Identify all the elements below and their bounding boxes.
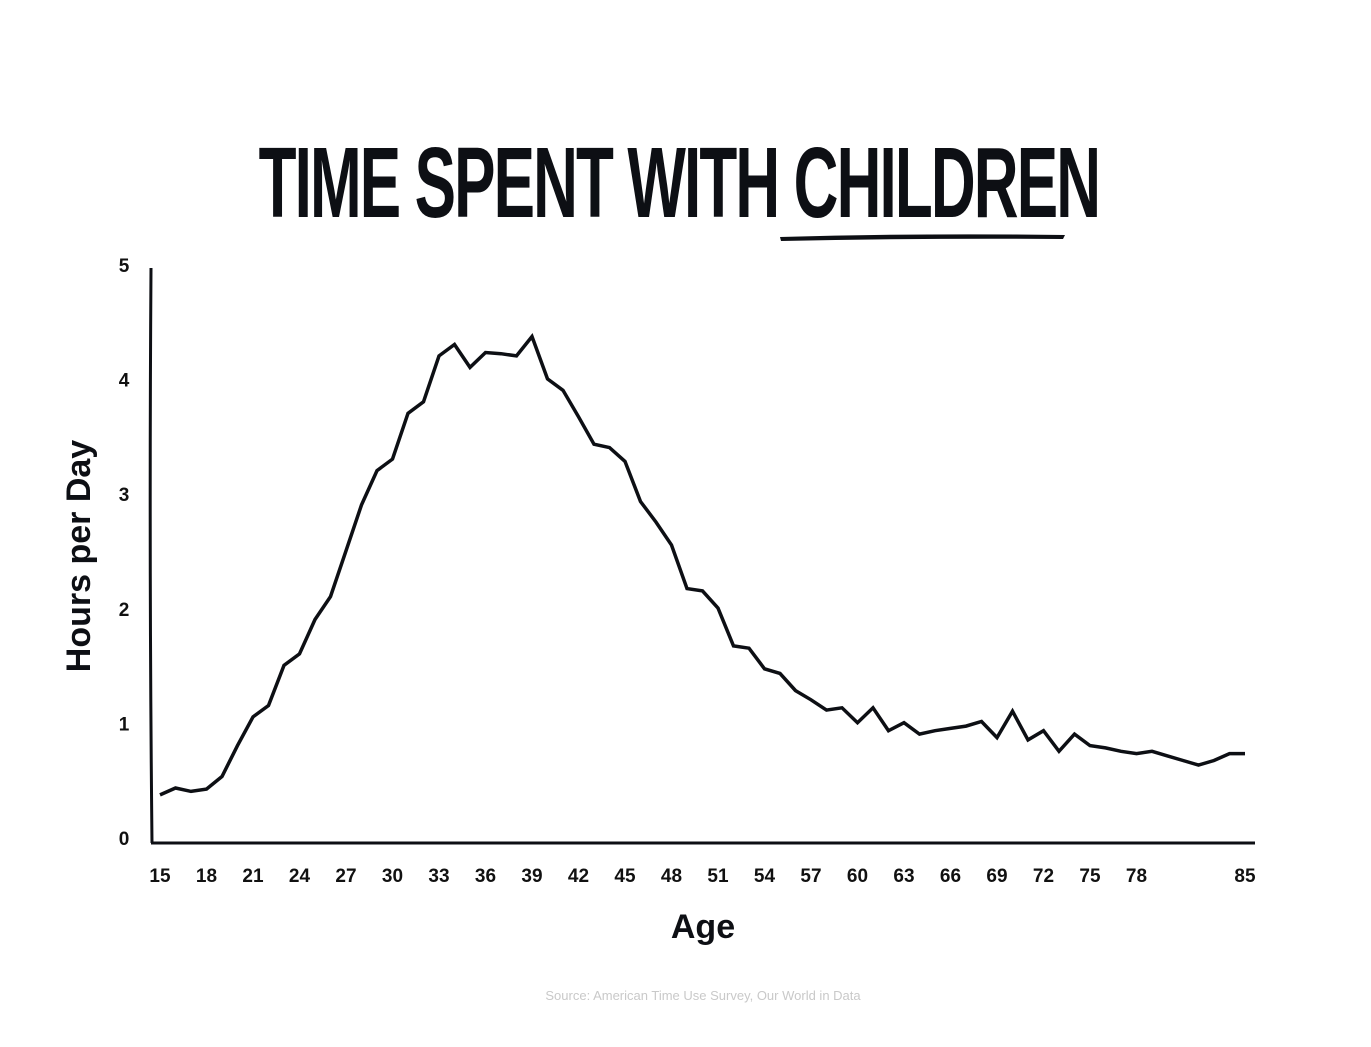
y-axis-label: Hours per Day [60,440,98,672]
title-part-1: TIME SPENT WITH [258,127,794,239]
x-tick-label: 54 [754,866,776,887]
y-axis-line [148,267,154,844]
x-tick-label: 78 [1126,866,1147,887]
x-tick-label: 15 [149,866,171,887]
x-tick-label: 60 [847,866,868,887]
x-tick-label: 33 [428,866,449,887]
y-tick-label: 2 [119,600,130,621]
title-part-2: CHILDREN [793,127,1101,239]
y-tick-label: 5 [119,256,130,277]
y-tick-label: 3 [119,485,130,506]
x-tick-label: 30 [382,866,403,887]
x-tick-label: 39 [521,866,542,887]
x-tick-label: 48 [661,866,682,887]
x-axis-line [150,841,1256,846]
series-line [159,332,1245,797]
title-underline [780,234,1065,241]
x-tick-label: 85 [1234,866,1256,887]
x-tick-label: 18 [196,866,217,887]
x-tick-label: 27 [335,866,356,887]
x-tick-label: 66 [940,866,961,887]
x-tick-label: 21 [242,866,264,887]
x-tick-label: 51 [707,866,729,887]
x-tick-label: 45 [614,866,636,887]
x-tick-label: 24 [289,866,311,887]
x-axis-label: Age [671,908,735,946]
chart-title: TIME SPENT WITH CHILDREN [254,128,1104,238]
x-tick-label: 42 [568,866,589,887]
y-tick-label: 4 [119,371,130,392]
x-tick-label: 69 [986,866,1007,887]
x-tick-label: 63 [893,866,914,887]
y-tick-label: 1 [119,714,130,735]
x-tick-label: 57 [800,866,821,887]
source-note: Source: American Time Use Survey, Our Wo… [545,988,861,1003]
x-tick-label: 75 [1079,866,1101,887]
y-tick-label: 0 [119,829,130,850]
x-tick-label: 72 [1033,866,1054,887]
x-tick-label: 36 [475,866,496,887]
